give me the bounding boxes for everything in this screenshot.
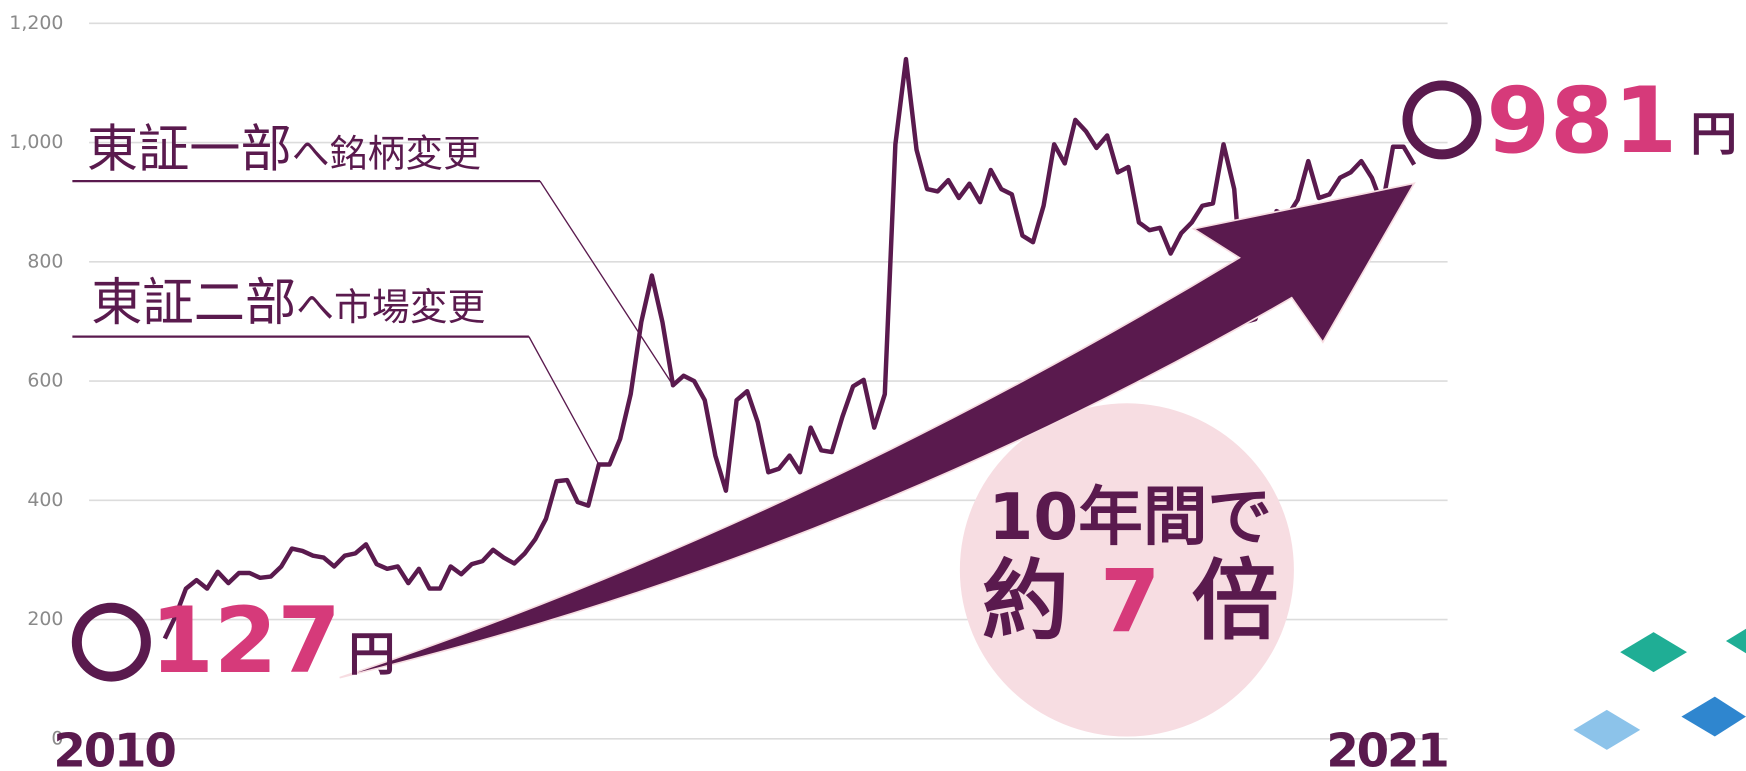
annotation-suffix: へ市場変更 [296,285,485,329]
diamond [1620,632,1687,672]
page: {"chart_data": { "type": "line", "catego… [0,0,1746,771]
badge-line1: 10年間で [988,480,1272,555]
badge-suffix: 倍 [1192,551,1279,652]
y-tick-label: 200 [27,608,63,630]
x-tick-label: 2010 [53,725,175,771]
y-tick-label: 1,200 [9,12,63,34]
diamond [1573,710,1640,750]
y-tick-label: 800 [27,250,63,272]
end-value: 981 [1487,67,1678,174]
annotation-leader [529,337,599,465]
end-unit: 円 [1690,108,1737,162]
start-unit: 円 [349,628,396,682]
annotation-main: 東証一部 [87,121,292,180]
annotation-suffix: へ銘柄変更 [292,132,481,176]
end-marker [1407,86,1476,155]
chart: 02004006008001,0001,200 20102021東証一部へ銘柄変… [0,0,1746,771]
decoration [1573,629,1746,750]
y-tick-label: 600 [27,370,63,392]
annotation-main: 東証二部 [91,274,296,333]
x-tick-label: 2021 [1326,725,1447,771]
y-tick-label: 1,000 [9,131,63,153]
y-tick-label: 400 [27,489,63,511]
annotation: 東証二部へ市場変更 [91,274,485,333]
badge-prefix: 約 [982,551,1069,652]
badge-multiple: 7 [1100,551,1160,652]
annotation: 東証一部へ銘柄変更 [87,121,481,180]
start-value: 127 [150,587,341,694]
diamond [1726,629,1746,653]
diamond [1681,697,1746,737]
start-marker [77,608,146,677]
